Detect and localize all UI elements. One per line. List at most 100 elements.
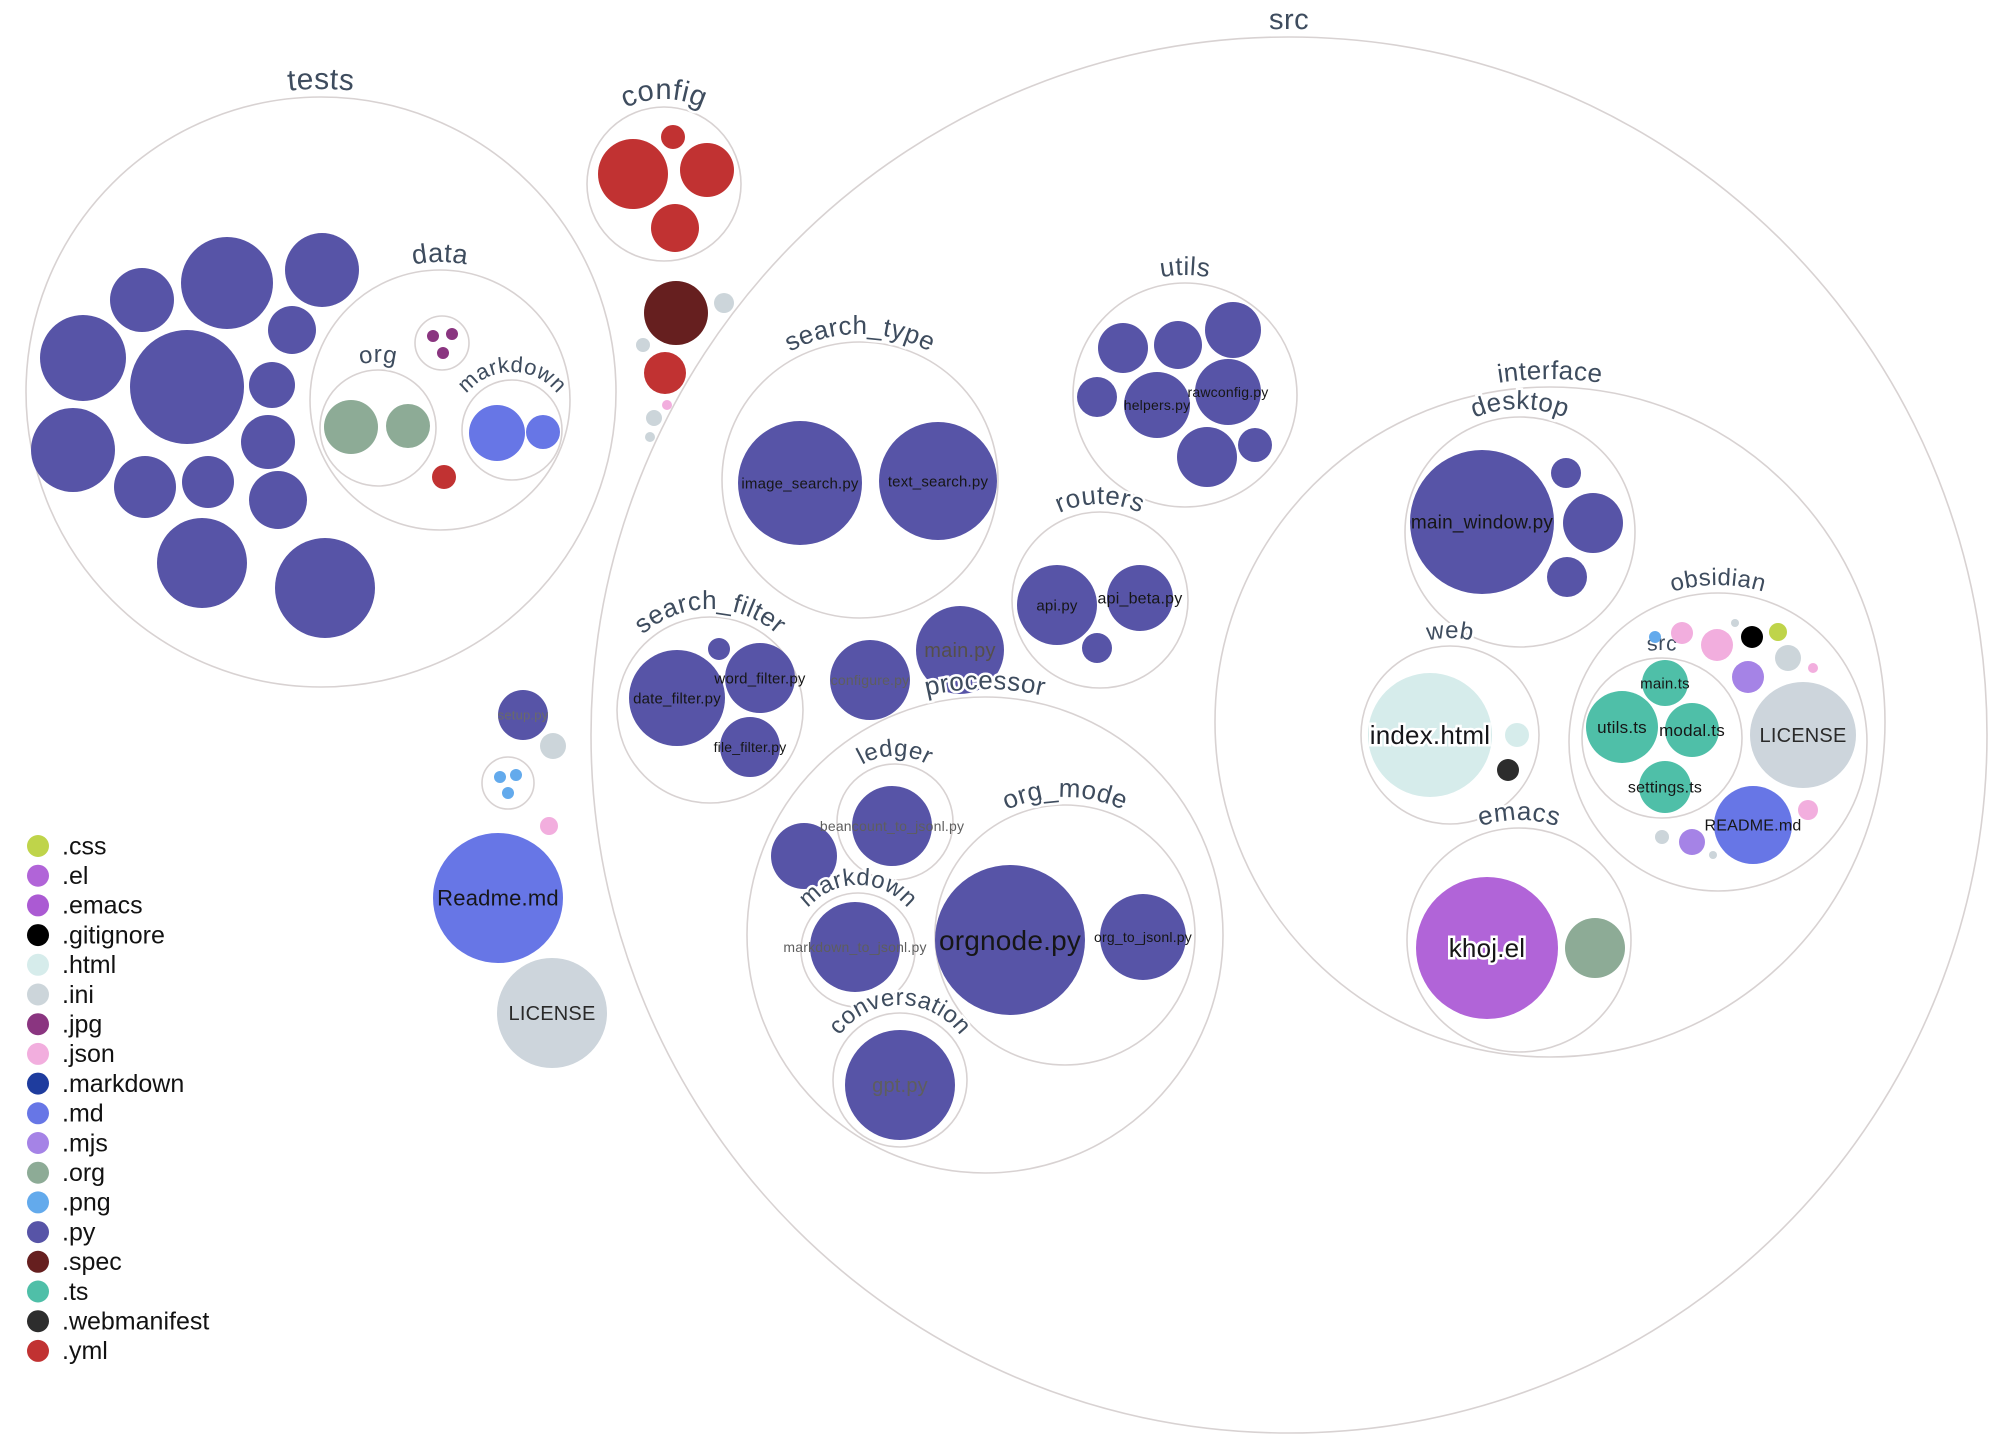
file-circle-orgnode.py <box>935 865 1085 1015</box>
file-circle-py-file <box>1238 428 1272 462</box>
file-circle-py-file <box>31 408 115 492</box>
file-label-orgnode.py: orgnode.py <box>939 925 1081 956</box>
file-label-main.ts: main.ts <box>1640 675 1690 692</box>
file-label-gpt.py: gpt.py <box>872 1075 928 1097</box>
file-circle-ini-file <box>1655 830 1669 844</box>
file-circle-yml-file <box>661 125 685 149</box>
legend-label-spec: .spec <box>62 1248 122 1276</box>
dir-label-src: src <box>1269 4 1310 36</box>
file-label-utils.ts: utils.ts <box>1597 718 1647 737</box>
file-circle-py-file <box>275 538 375 638</box>
file-circle-ini-file <box>1709 851 1717 859</box>
file-circle-json-file <box>1671 622 1693 644</box>
file-circle-py-file <box>1551 458 1581 488</box>
file-circle-py-file <box>157 518 247 608</box>
file-circle-png-file <box>502 787 514 799</box>
file-circle-md-file <box>526 415 560 449</box>
file-circle-yml-file <box>651 204 699 252</box>
file-circle-ini-file <box>636 338 650 352</box>
file-label-word_filter.py: word_filter.py <box>713 670 805 687</box>
file-label-date_filter.py: date_filter.py <box>633 690 721 707</box>
file-label-text_search.py: text_search.py <box>888 473 989 490</box>
legend: .css.el.emacs.gitignore.html.ini.jpg.jso… <box>27 832 209 1365</box>
file-circle-setup.py <box>498 690 548 740</box>
legend-label-ts: .ts <box>62 1278 88 1306</box>
file-circle-png-file <box>1649 631 1661 643</box>
file-circle-markdown_to_jsonl.py <box>810 902 900 992</box>
file-circle-py-file <box>1082 633 1112 663</box>
legend-label-el: .el <box>62 862 88 890</box>
file-circle-ini-file <box>645 432 655 442</box>
file-circle-date_filter.py <box>629 650 725 746</box>
dir-circle-unnamed <box>481 756 535 810</box>
legend-label-markdown: .markdown <box>62 1070 184 1098</box>
file-label-LICENSE: LICENSE <box>509 1003 596 1025</box>
file-label-api.py: api.py <box>1036 597 1078 614</box>
legend-label-css: .css <box>62 832 106 860</box>
file-label-Readme.md: Readme.md <box>437 886 559 911</box>
file-circle-mjs-file <box>1679 829 1705 855</box>
file-circle-configure.py <box>830 640 910 720</box>
file-circle-json-file <box>1798 800 1818 820</box>
legend-dot-py <box>27 1221 49 1244</box>
file-label-setup.py: setup.py <box>498 708 549 723</box>
file-label-khoj.el: khoj.el <box>1449 933 1526 963</box>
file-circle-main_window.py <box>1410 450 1554 594</box>
file-circle-README.md <box>1714 786 1792 864</box>
file-circle-py-file <box>1098 323 1148 373</box>
file-circle-ini-file <box>714 293 734 313</box>
dir-label-org: org <box>357 341 400 370</box>
file-circle-image_search.py <box>738 421 862 545</box>
file-circle-Readme.md <box>433 833 563 963</box>
dir-label-data: data <box>410 238 471 271</box>
file-circle-json-file <box>540 817 558 835</box>
file-circle-yml-file <box>644 352 686 394</box>
file-circle-css-file <box>1769 623 1787 641</box>
legend-dot-ts <box>27 1280 49 1303</box>
file-label-settings.ts: settings.ts <box>1628 780 1702 797</box>
file-circle-file_filter.py <box>720 717 780 777</box>
legend-dot-yml <box>27 1339 49 1362</box>
legend-dot-emacs <box>27 894 49 917</box>
file-circle-json-file <box>662 400 672 410</box>
file-circle-ini-file <box>646 410 662 426</box>
legend-label-webmanifest: .webmanifest <box>62 1307 209 1335</box>
file-circle-khoj.el <box>1416 877 1558 1019</box>
file-circle-yml-file <box>598 139 668 209</box>
file-circle-py-file <box>268 306 316 354</box>
file-circle-gpt.py <box>845 1030 955 1140</box>
file-circle-py-file <box>1077 377 1117 417</box>
legend-dot-ini <box>27 983 49 1006</box>
dir-circle-unnamed <box>414 315 470 371</box>
legend-dot-html <box>27 953 49 976</box>
file-circle-py-file <box>130 330 244 444</box>
file-circle-md-file <box>469 405 525 461</box>
file-circle-main.py <box>916 606 1004 694</box>
file-circle-modal.ts <box>1665 703 1719 757</box>
file-label-index.html: index.html <box>1370 720 1491 750</box>
legend-dot-org <box>27 1161 49 1184</box>
legend-dot-jpg <box>27 1013 49 1036</box>
legend-label-emacs: .emacs <box>62 892 143 920</box>
legend-label-md: .md <box>62 1100 104 1128</box>
file-circle-org_to_jsonl.py <box>1100 894 1186 980</box>
dir-label-utils: utils <box>1158 251 1213 283</box>
file-circle-yml-file <box>432 465 456 489</box>
legend-label-org: .org <box>62 1159 105 1187</box>
legend-dot-webmanifest <box>27 1310 49 1333</box>
legend-label-png: .png <box>62 1189 111 1217</box>
legend-dot-css <box>27 835 49 857</box>
file-circle-py-file <box>40 315 126 401</box>
dir-label-web: web <box>1424 617 1476 646</box>
file-circle-py-file <box>771 823 837 889</box>
legend-dot-el <box>27 864 49 887</box>
file-label-rawconfig.py: rawconfig.py <box>1188 384 1269 400</box>
file-circle-py-file <box>181 237 273 329</box>
file-circle-ini-file <box>1775 645 1801 671</box>
file-circle-json-file <box>1701 629 1733 661</box>
file-circle-png-file <box>510 769 522 781</box>
legend-label-py: .py <box>62 1218 96 1246</box>
file-label-README.md: README.md <box>1705 818 1802 835</box>
file-circle-py-file <box>249 362 295 408</box>
